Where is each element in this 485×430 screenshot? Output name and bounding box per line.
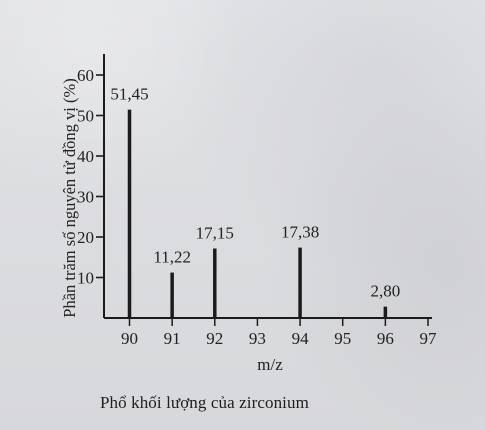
y-tick-label: 30 <box>77 188 94 207</box>
y-tick-label: 50 <box>77 107 94 126</box>
bar-value-label: 2,80 <box>370 282 400 301</box>
x-tick-label: 94 <box>292 329 310 348</box>
bar-value-label: 17,15 <box>196 224 234 243</box>
y-axis-label: Phần trăm số nguyên tử đồng vị (%) <box>60 78 79 317</box>
y-tick-label: 10 <box>77 269 94 288</box>
chart-caption: Phổ khối lượng của zirconium <box>100 393 309 412</box>
x-tick-label: 92 <box>206 329 223 348</box>
x-tick-label: 90 <box>121 329 138 348</box>
y-tick-label: 60 <box>77 66 94 85</box>
x-tick-label: 93 <box>249 329 266 348</box>
x-tick-label: 97 <box>420 329 438 348</box>
bar-value-label: 11,22 <box>153 248 191 267</box>
y-tick-label: 20 <box>77 228 94 247</box>
y-tick-label: 40 <box>77 147 94 166</box>
chart-layer: 10 20 30 40 50 60 90 91 92 93 94 95 96 97 51,45 11,22 17… <box>60 54 437 374</box>
bar-value-label: 51,45 <box>110 85 148 104</box>
x-tick-label: 96 <box>377 329 394 348</box>
x-axis-label: m/z <box>257 355 283 374</box>
bar-value-label: 17,38 <box>281 223 319 242</box>
x-tick-label: 95 <box>334 329 351 348</box>
x-tick-label: 91 <box>164 329 181 348</box>
